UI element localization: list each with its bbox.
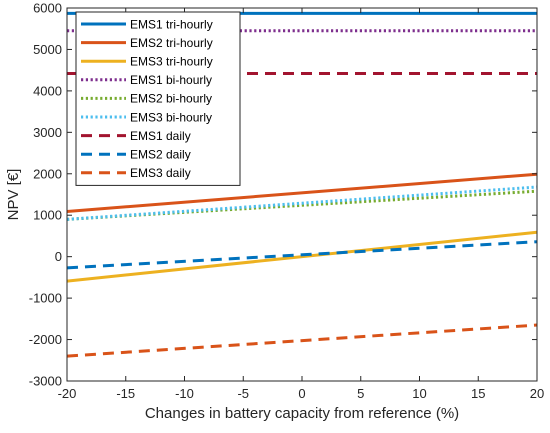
- legend-entry: EMS2 daily: [130, 148, 191, 162]
- y-tick-label: 5000: [33, 42, 62, 57]
- y-tick-label: 3000: [33, 125, 62, 140]
- x-tick-label: 10: [412, 386, 426, 401]
- y-tick-label: 0: [55, 249, 62, 264]
- legend-entry: EMS2 tri-hourly: [130, 36, 213, 50]
- y-tick-label: -1000: [29, 291, 62, 306]
- x-tick-label: -10: [175, 386, 194, 401]
- x-tick-label: -5: [237, 386, 249, 401]
- legend-entry: EMS3 tri-hourly: [130, 55, 213, 69]
- x-tick-label: 5: [357, 386, 364, 401]
- legend-entry: EMS3 bi-hourly: [130, 110, 212, 124]
- axes: -20 -15 -10 -5 0 5 10 15 20 -3000 -2000 -1000 0 1000 2…: [29, 1, 544, 402]
- y-axis-label: NPV [€]: [5, 169, 22, 221]
- legend: EMS1 tri-hourly EMS2 tri-hourly EMS3 tri-h…: [75, 11, 241, 186]
- legend-entry: EMS1 tri-hourly: [130, 17, 213, 31]
- x-tick-label: 20: [530, 386, 544, 401]
- series-line-3: [66, 230, 538, 283]
- x-tick-label: 15: [471, 386, 485, 401]
- x-tick-label: 0: [298, 386, 305, 401]
- legend-entry: EMS1 bi-hourly: [130, 73, 212, 87]
- legend-entry: EMS3 daily: [130, 166, 191, 180]
- x-tick-label: -20: [58, 386, 77, 401]
- y-tick-label: 1000: [33, 208, 62, 223]
- legend-box: [75, 11, 241, 186]
- series-line-8: [66, 240, 538, 270]
- legend-entry: EMS2 bi-hourly: [130, 92, 212, 106]
- y-tick-label: -3000: [29, 374, 62, 389]
- legend-entry: EMS1 daily: [130, 129, 191, 143]
- series-line-2: [66, 172, 538, 213]
- y-tick-label: -2000: [29, 332, 62, 347]
- y-tick-label: 6000: [33, 1, 62, 16]
- y-tick-label: 4000: [33, 83, 62, 98]
- x-tick-label: -15: [116, 386, 135, 401]
- series-line-9: [66, 323, 538, 358]
- series-line-6: [66, 185, 538, 221]
- x-axis-label: Changes in battery capacity from referen…: [145, 405, 459, 422]
- y-tick-label: 2000: [33, 166, 62, 181]
